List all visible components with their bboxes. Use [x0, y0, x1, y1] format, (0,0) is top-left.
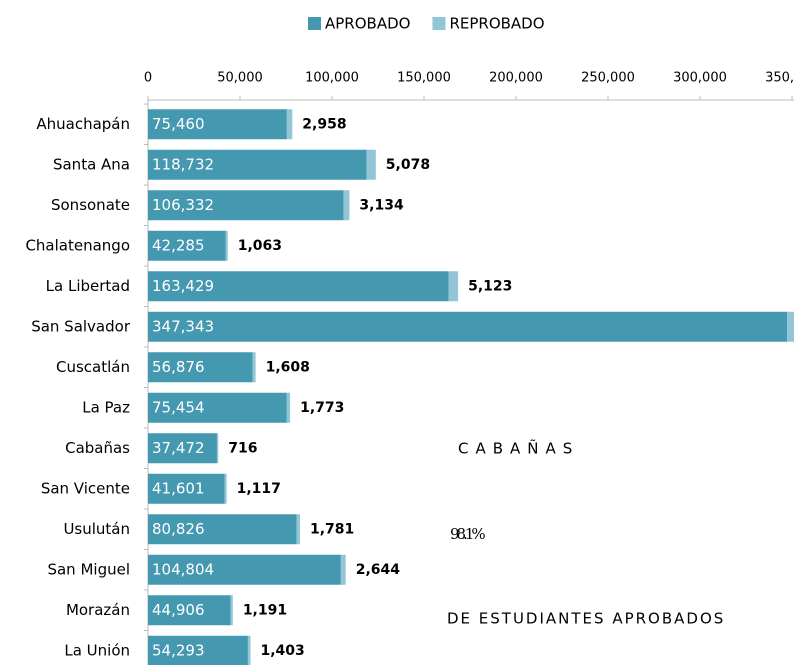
value-label: 5,078	[386, 157, 430, 173]
x-tick-label: 0	[144, 71, 152, 86]
bar-segment	[148, 595, 231, 626]
y-tick-label: Santa Ana	[53, 155, 130, 173]
x-tick-label: 150,000	[397, 71, 451, 86]
value-label: 2,958	[302, 116, 346, 132]
annotation-caption: DE ESTUDIANTES APROBADOS	[447, 610, 725, 628]
value-label: 1,063	[238, 238, 282, 254]
value-label: 1,191	[243, 602, 287, 618]
bar-segment	[148, 433, 217, 464]
y-tick-label: La Paz	[82, 398, 130, 416]
value-label: 1,773	[300, 400, 344, 416]
y-tick-label: La Unión	[64, 641, 130, 659]
y-tick-label: Chalatenango	[25, 236, 130, 254]
value-label: 54,293	[152, 641, 205, 659]
bar-segment	[148, 190, 344, 221]
y-tick-label: Ahuachapán	[36, 115, 130, 133]
annotation-value: 98.1%	[450, 525, 485, 543]
x-tick-label: 50,000	[217, 71, 263, 86]
x-tick-label: 250,000	[581, 71, 635, 86]
bar-segment	[230, 595, 233, 626]
bar-segment	[216, 433, 219, 464]
value-label: 163,429	[152, 277, 214, 295]
bar-segment	[343, 190, 350, 221]
y-tick-label: Sonsonate	[51, 196, 130, 214]
legend-label: APROBADO	[325, 15, 410, 33]
bar-segment	[148, 149, 367, 180]
legend-swatch	[432, 17, 446, 30]
bar-segment	[224, 473, 227, 504]
bar-segment	[148, 473, 225, 504]
value-label: 347,343	[152, 317, 214, 335]
value-label: 41,601	[152, 479, 205, 497]
value-label: 1,781	[310, 521, 354, 537]
value-label: 1,117	[237, 481, 281, 497]
value-label: 104,804	[152, 560, 214, 578]
bar-segment	[148, 311, 788, 342]
legend-label: REPROBADO	[449, 15, 544, 33]
y-tick-label: San Salvador	[31, 317, 131, 335]
value-label: 80,826	[152, 520, 205, 538]
x-tick-label: 300,000	[673, 71, 727, 86]
bar-segment	[148, 271, 449, 302]
bar-segment	[148, 554, 341, 585]
x-tick-label: 200,000	[489, 71, 543, 86]
bar-segment	[366, 149, 376, 180]
bar-segment	[448, 271, 459, 302]
bar-segment	[286, 392, 291, 423]
value-label: 716	[228, 440, 257, 456]
bar-segment	[148, 392, 287, 423]
value-label: 106,332	[152, 196, 214, 214]
value-label: 5,123	[468, 278, 512, 294]
value-label: 56,876	[152, 358, 205, 376]
legend-swatch	[308, 17, 321, 30]
value-label: 37,472	[152, 439, 205, 457]
y-tick-label: San Miguel	[47, 560, 130, 578]
y-tick-label: San Vicente	[41, 479, 130, 497]
bar-segment	[252, 352, 256, 383]
y-tick-label: Cuscatlán	[56, 358, 130, 376]
value-label: 75,454	[152, 398, 205, 416]
value-label: 1,608	[266, 359, 310, 375]
value-label: 3,134	[359, 197, 404, 213]
value-label: 44,906	[152, 601, 205, 619]
bar-segment	[148, 635, 248, 665]
bar-segment	[148, 230, 226, 261]
value-label: 1,403	[260, 643, 304, 659]
bar-segment	[787, 311, 794, 342]
y-tick-label: Usulután	[63, 520, 130, 538]
value-label: 118,732	[152, 155, 214, 173]
x-tick-label: 350,000	[765, 71, 794, 86]
y-tick-label: La Libertad	[46, 277, 130, 295]
bar-segment	[148, 514, 297, 545]
bar-segment	[340, 554, 346, 585]
x-tick-label: 100,000	[305, 71, 359, 86]
bar-segment	[247, 635, 251, 665]
value-label: 75,460	[152, 115, 205, 133]
value-label: 2,644	[356, 562, 401, 578]
bar-segment	[286, 109, 293, 140]
y-tick-label: Morazán	[66, 601, 130, 619]
y-tick-label: Cabañas	[65, 439, 130, 457]
bar-segment	[296, 514, 300, 545]
bar-segment	[148, 352, 253, 383]
bar-segment	[225, 230, 228, 261]
annotation-heading: CABAÑAS	[458, 439, 579, 458]
value-label: 42,285	[152, 236, 205, 254]
bar-segment	[148, 109, 287, 140]
